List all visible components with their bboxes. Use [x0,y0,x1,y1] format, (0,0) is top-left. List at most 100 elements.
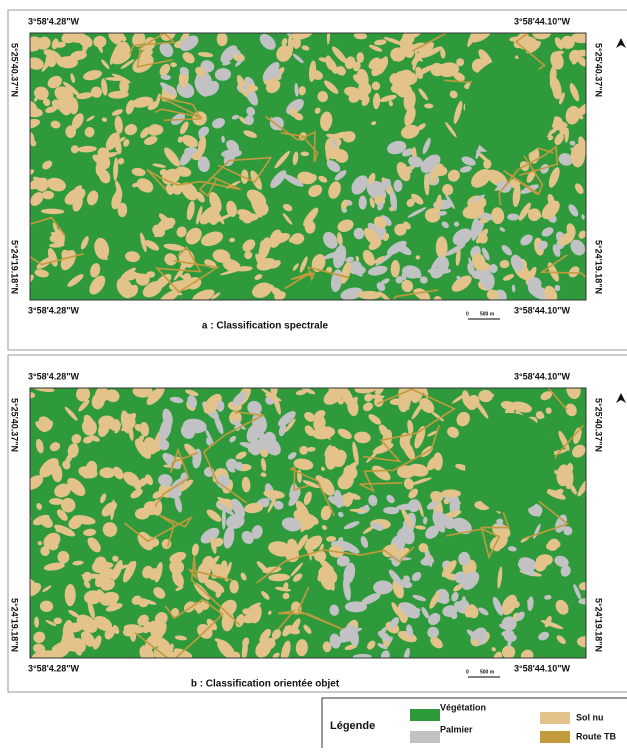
land-patch [111,560,123,581]
land-patch [467,263,474,275]
land-patch [109,33,127,42]
land-patch [87,190,99,206]
road [187,556,241,626]
road [124,514,194,548]
land-patch [396,162,411,182]
land-patch [377,630,392,642]
land-patch [158,474,173,487]
land-patch [216,474,230,489]
land-patch [226,514,245,529]
land-patch [255,640,272,658]
land-patch [268,573,291,582]
land-patch [94,237,110,260]
land-patch [570,143,586,168]
coord-label: 5°24'19.18"N [594,598,604,652]
land-patch [556,635,566,645]
land-patch [83,70,103,81]
land-patch [46,177,66,192]
land-patch [387,140,407,155]
land-patch [308,60,317,82]
land-patch [527,596,534,612]
land-patch [241,530,254,544]
land-patch [520,649,534,658]
land-patch [284,418,296,433]
land-patch [461,571,480,590]
land-patch [122,626,136,637]
land-patch [362,249,375,266]
land-patch [217,639,236,658]
land-patch [300,519,309,533]
land-patch [372,92,381,110]
road [256,546,415,584]
legend-swatch [410,709,440,721]
land-patch [60,497,76,513]
land-patch [408,488,419,499]
land-patch [361,593,381,605]
land-patch [246,106,256,117]
land-patch [377,201,384,211]
land-patch [131,167,146,177]
land-patch [61,33,84,44]
land-patch [575,102,586,117]
land-patch [89,435,100,442]
land-patch [111,109,123,116]
land-patch [338,511,344,518]
land-patch [568,204,579,217]
land-patch [556,464,571,487]
land-patch [134,438,151,459]
land-patch [45,620,57,627]
land-patch [512,183,521,208]
land-patch [53,617,63,625]
land-patch [244,502,264,514]
land-patch [401,272,407,281]
land-patch [99,467,116,479]
land-patch [259,239,272,251]
land-patch [371,522,384,531]
land-patch [169,396,184,404]
land-patch [353,33,368,40]
land-patch [265,393,282,402]
land-patch [576,636,586,648]
land-patch [423,516,428,525]
land-patch [361,96,370,106]
road [198,156,273,198]
land-patch [292,573,303,582]
land-patch [199,205,218,225]
land-patch [570,239,586,256]
land-patch [402,148,415,157]
road [362,388,456,463]
land-patch [68,517,82,530]
land-patch [563,526,573,536]
land-patch [435,194,442,214]
land-patch [360,536,369,548]
land-patch [456,275,461,281]
land-patch [66,595,74,601]
land-patch [274,542,280,555]
land-patch [34,616,40,628]
land-patch [326,160,341,173]
land-patch [176,226,187,238]
land-patch [351,175,369,195]
map-border [29,387,587,659]
land-patch [445,243,466,256]
land-patch [64,583,76,607]
land-patch [298,86,306,96]
road [498,145,559,206]
land-patch [425,525,439,539]
land-patch [246,423,261,443]
land-patch [453,100,463,124]
land-patch [433,452,443,471]
land-patch [213,212,234,223]
land-patch [380,278,390,285]
land-patch [205,428,214,445]
land-patch [537,240,548,250]
land-patch [153,587,166,599]
land-patch [201,231,224,247]
land-patch [271,629,281,640]
land-patch [304,535,323,551]
road [134,598,224,658]
land-patch [401,507,413,529]
land-patch [268,610,272,615]
land-patch [333,489,343,509]
land-patch [123,561,134,583]
